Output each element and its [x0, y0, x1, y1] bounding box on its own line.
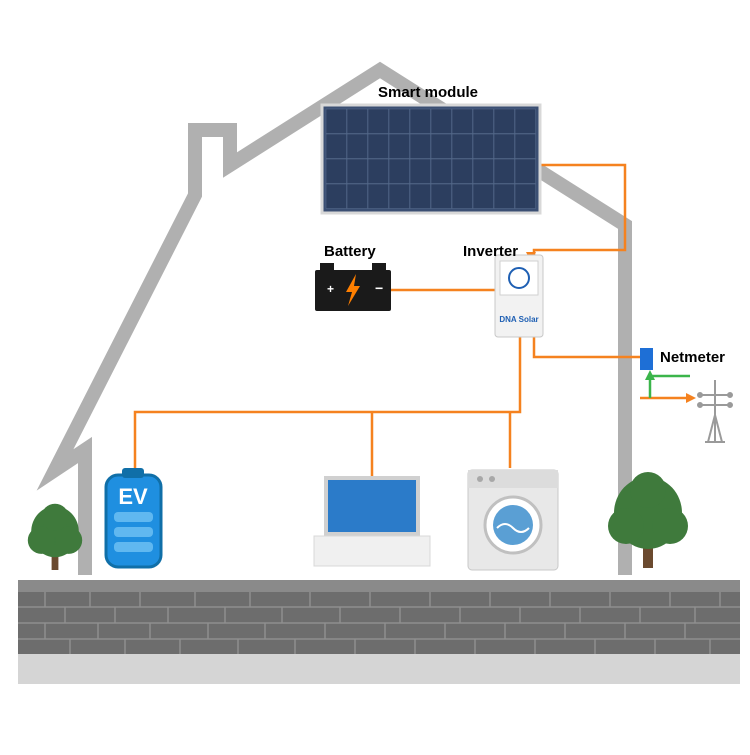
- ground-strip: [18, 654, 740, 684]
- ev-label: EV: [118, 484, 148, 509]
- ev-battery-icon: EV: [106, 468, 161, 567]
- solar-panel: [322, 105, 540, 213]
- wall-cap: [18, 580, 740, 592]
- monitor-icon: [314, 478, 430, 566]
- solar-system-diagram: + − DNA Solar EV: [0, 0, 750, 750]
- arrows: [526, 252, 696, 403]
- netmeter-label: Netmeter: [660, 349, 725, 366]
- battery-icon: + −: [315, 263, 391, 311]
- washing-machine-icon: [468, 470, 558, 570]
- netmeter-icon: [640, 348, 653, 370]
- tree-left: [28, 504, 82, 570]
- inverter-label: Inverter: [463, 243, 518, 260]
- svg-text:+: +: [327, 282, 334, 296]
- wire-green: [650, 376, 690, 398]
- stone-wall: [18, 592, 740, 654]
- svg-text:−: −: [375, 280, 383, 296]
- battery-label: Battery: [324, 243, 376, 260]
- inverter-brand: DNA Solar: [499, 315, 538, 324]
- smart-module-label: Smart module: [378, 84, 478, 101]
- inverter-icon: DNA Solar: [495, 255, 543, 337]
- power-pylon: [698, 380, 732, 442]
